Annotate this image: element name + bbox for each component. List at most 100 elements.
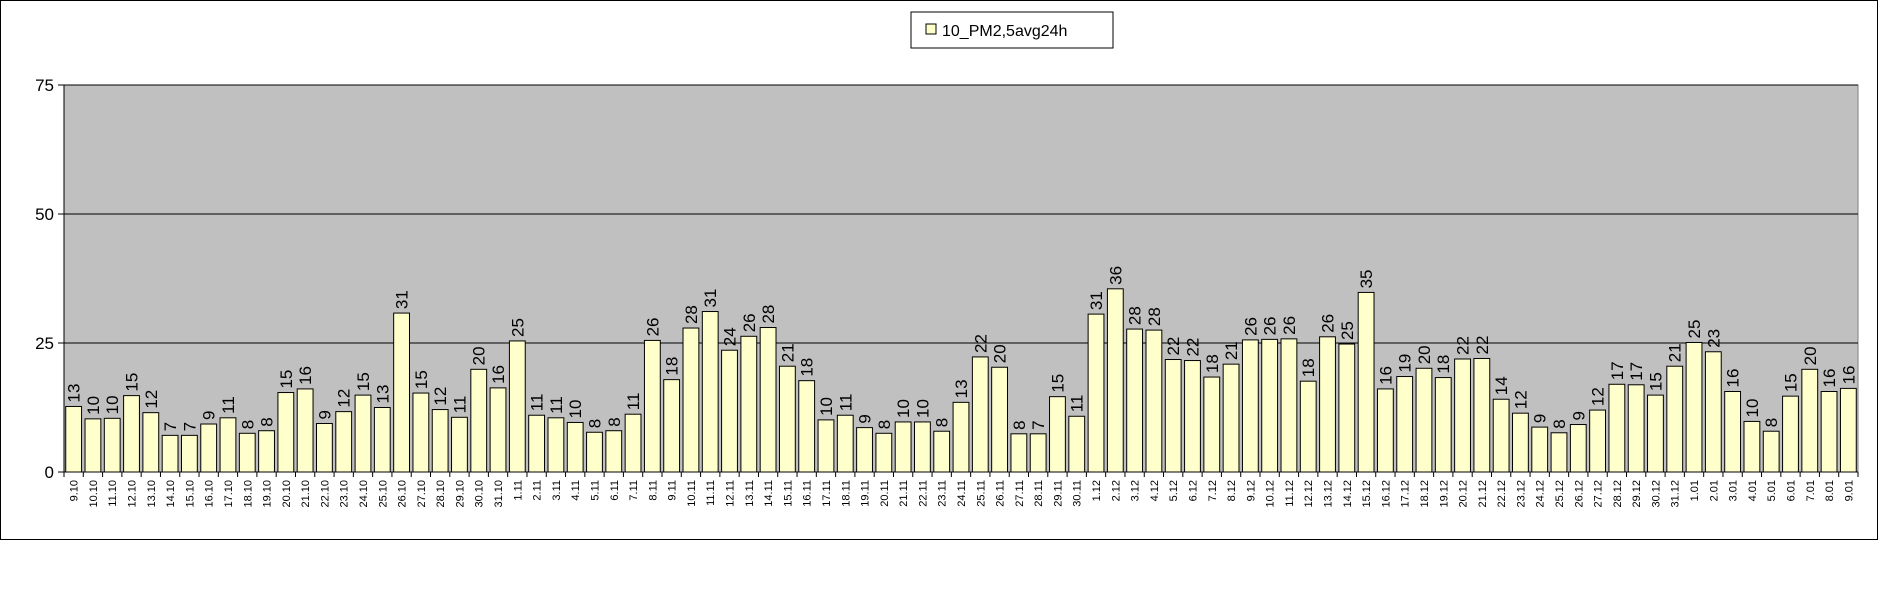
data-label: 7 [1029, 420, 1048, 429]
bar [219, 417, 237, 473]
bar [1473, 357, 1491, 473]
bar [1222, 363, 1240, 473]
bar [952, 401, 970, 473]
x-tick-label: 6.01 [1785, 480, 1797, 501]
data-label: 25 [508, 318, 527, 337]
bar [1106, 288, 1124, 473]
x-tick-label: 29.12 [1631, 480, 1643, 508]
bar [1724, 391, 1742, 473]
bar [1569, 424, 1587, 473]
x-tick-label: 9.10 [69, 480, 81, 501]
data-label: 11 [547, 396, 566, 414]
data-label: 20 [991, 344, 1010, 363]
data-label: 21 [1666, 343, 1685, 362]
data-label: 8 [1010, 420, 1029, 429]
x-tick-label: 11.10 [107, 480, 119, 507]
bar [605, 430, 623, 473]
x-tick-label: 10.10 [88, 480, 100, 508]
data-label: 10 [1743, 399, 1762, 418]
x-tick-label: 5.12 [1168, 480, 1180, 501]
data-label: 15 [1646, 372, 1665, 391]
bar [1647, 394, 1664, 473]
bars [65, 288, 1857, 473]
bar [566, 421, 584, 473]
bar [1589, 409, 1606, 473]
bar [1415, 367, 1433, 473]
bar [1839, 387, 1857, 473]
bar [875, 432, 893, 473]
x-tick-label: 23.12 [1515, 480, 1527, 508]
bar [373, 407, 391, 473]
x-tick-label: 14.12 [1342, 480, 1354, 508]
data-label: 26 [740, 313, 759, 332]
bar [1164, 359, 1182, 473]
bar [1685, 341, 1703, 473]
data-label: 15 [1048, 374, 1067, 393]
x-tick-label: 20.12 [1458, 480, 1470, 508]
x-tick-label: 4.11 [570, 480, 582, 501]
x-tick-label: 2.11 [532, 480, 544, 501]
x-tick-label: 11.11 [705, 480, 717, 506]
data-label: 15 [1781, 373, 1800, 392]
bar [451, 416, 468, 473]
bar [856, 427, 873, 473]
data-label: 35 [1357, 270, 1376, 289]
bar [1743, 420, 1761, 473]
bar [1184, 360, 1201, 473]
x-tick-label: 26.10 [397, 480, 409, 508]
data-label: 12 [335, 389, 354, 408]
bar [528, 414, 546, 473]
bar [1338, 343, 1356, 473]
data-label: 11 [1068, 395, 1087, 413]
data-label: 28 [682, 305, 701, 324]
x-tick-label: 1.11 [512, 480, 524, 501]
data-label: 15 [354, 372, 373, 391]
bar [1762, 430, 1780, 473]
data-label: 26 [1319, 314, 1338, 333]
bar [1608, 383, 1626, 473]
x-tick-label: 18.10 [242, 480, 254, 508]
bar [238, 432, 256, 473]
bar [1261, 338, 1279, 473]
x-tick-label: 12.12 [1303, 480, 1315, 508]
x-tick-label: 17.12 [1400, 480, 1412, 508]
data-label: 12 [431, 387, 450, 406]
x-tick-label: 14.11 [763, 480, 775, 507]
data-label: 8 [933, 418, 952, 427]
x-tick-label: 4.01 [1747, 480, 1759, 501]
x-tick-label: 8.11 [647, 480, 659, 501]
x-tick-label: 19.10 [262, 480, 274, 508]
bar [296, 388, 314, 473]
x-tick-label: 28.11 [1033, 480, 1045, 507]
data-label: 20 [1415, 345, 1434, 364]
x-tick-label: 10.12 [1265, 480, 1277, 508]
bar [1550, 432, 1568, 473]
data-label: 21 [1222, 341, 1241, 360]
bar [1241, 339, 1259, 473]
data-label: 10 [817, 397, 836, 416]
bar [933, 430, 951, 473]
bar [1531, 426, 1549, 473]
data-label: 9 [315, 410, 334, 419]
data-label: 18 [1203, 354, 1222, 373]
bar [123, 395, 140, 473]
data-label: 8 [605, 417, 624, 426]
data-label: 15 [277, 370, 296, 389]
bar [258, 430, 275, 473]
x-tick-label: 9.11 [667, 480, 679, 501]
data-label: 9 [856, 414, 875, 423]
bar [740, 335, 758, 473]
legend: 10_PM2,5avg24h [910, 11, 1114, 49]
x-tick-label: 28.12 [1612, 480, 1624, 508]
x-tick-label: 2.01 [1708, 480, 1720, 501]
bar [682, 327, 700, 473]
x-tick-label: 30.12 [1650, 480, 1662, 508]
x-tick-label: 3.01 [1728, 480, 1740, 501]
data-label: 16 [489, 365, 508, 384]
data-label: 17 [1608, 361, 1627, 380]
data-label: 19 [1396, 354, 1415, 373]
bar [180, 434, 198, 473]
x-tick-label: 4.12 [1149, 480, 1161, 501]
